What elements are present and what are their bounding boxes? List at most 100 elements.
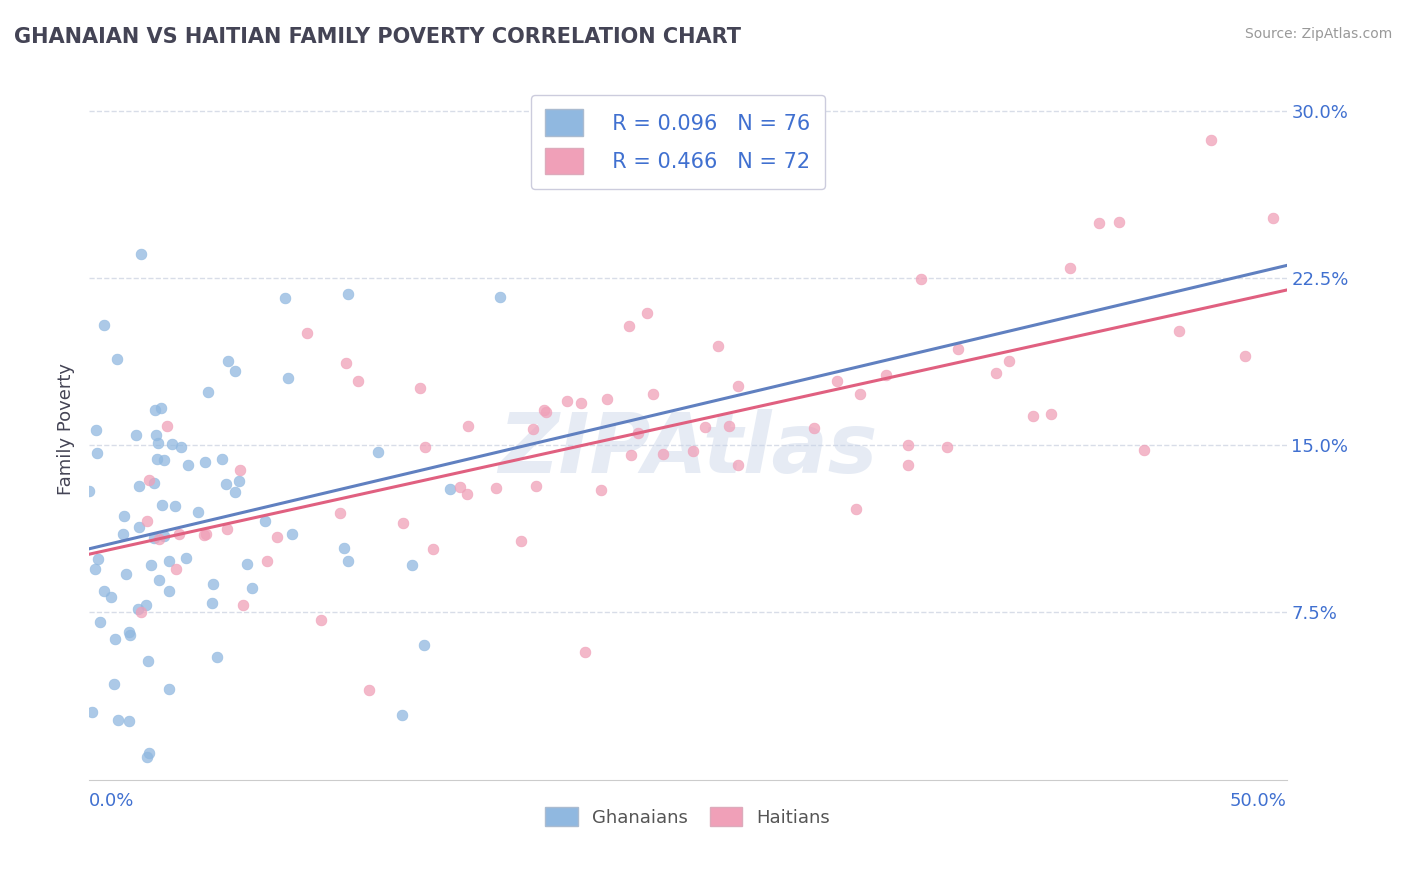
Text: GHANAIAN VS HAITIAN FAMILY POVERTY CORRELATION CHART: GHANAIAN VS HAITIAN FAMILY POVERTY CORRE… [14,27,741,46]
Point [636,306,658,320]
Point [357,683,380,698]
Point [266,530,288,544]
Point [897,438,920,452]
Point [413,440,436,454]
Point [533,403,555,417]
Point [153,453,176,467]
Point [717,419,740,434]
Point [104,632,127,646]
Point [162,437,184,451]
Point [156,418,179,433]
Point [146,435,169,450]
Point [1261,211,1284,226]
Point [997,354,1019,368]
Point [167,527,190,541]
Point [555,393,578,408]
Point [86,423,108,437]
Point [1088,216,1111,230]
Point [229,463,252,477]
Point [201,596,224,610]
Point [127,602,149,616]
Point [135,598,157,612]
Point [897,458,920,473]
Point [574,645,596,659]
Point [86,552,108,566]
Point [148,573,170,587]
Point [627,425,650,440]
Point [727,458,749,472]
Point [240,581,263,595]
Point [100,591,122,605]
Point [643,387,665,401]
Point [93,318,115,333]
Point [135,514,157,528]
Point [224,364,246,378]
Point [232,598,254,612]
Point [77,483,100,498]
Point [391,708,413,723]
Point [422,542,444,557]
Point [165,562,187,576]
Point [489,290,512,304]
Point [193,528,215,542]
Point [534,405,557,419]
Point [194,527,217,541]
Point [329,506,352,520]
Point [129,605,152,619]
Point [111,526,134,541]
Point [118,627,141,641]
Point [157,682,180,697]
Point [138,473,160,487]
Point [114,566,136,581]
Y-axis label: Family Poverty: Family Poverty [58,362,75,494]
Point [413,638,436,652]
Point [256,554,278,568]
Point [193,455,215,469]
Point [142,475,165,490]
Point [392,516,415,530]
Point [84,562,107,576]
Point [143,403,166,417]
Point [129,247,152,261]
Text: Source: ZipAtlas.com: Source: ZipAtlas.com [1244,27,1392,41]
Point [848,387,870,401]
Point [118,624,141,639]
Point [682,443,704,458]
Point [509,534,531,549]
Point [439,482,461,496]
Point [163,500,186,514]
Point [1199,133,1222,147]
Point [105,351,128,366]
Point [449,479,471,493]
Point [135,750,157,764]
Point [596,392,619,406]
Point [337,554,360,568]
Point [1167,325,1189,339]
Point [201,576,224,591]
Point [522,422,544,436]
Point [485,481,508,495]
Point [217,353,239,368]
Point [409,381,432,395]
Point [1108,215,1130,229]
Point [253,514,276,528]
Point [136,654,159,668]
Text: 0.0%: 0.0% [89,792,135,810]
Point [236,557,259,571]
Point [910,272,932,286]
Point [157,554,180,568]
Point [1234,350,1257,364]
Point [277,371,299,385]
Point [86,446,108,460]
Point [367,445,389,459]
Point [149,401,172,415]
Point [457,419,479,434]
Point [118,714,141,729]
Point [1133,442,1156,457]
Point [335,356,357,370]
Point [652,447,675,461]
Point [946,343,969,357]
Point [875,368,897,382]
Point [524,479,547,493]
Point [1039,407,1062,421]
